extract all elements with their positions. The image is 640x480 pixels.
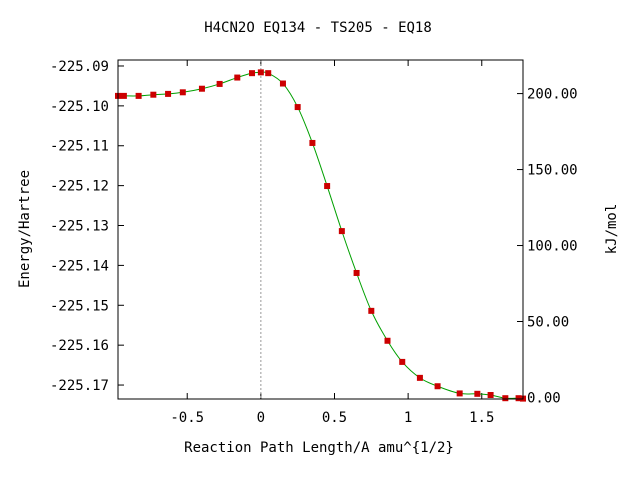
x-tick-label: -0.5 [170, 410, 204, 426]
plot-frame [117, 59, 524, 400]
data-point [265, 70, 272, 77]
data-point [150, 91, 157, 98]
data-point [165, 90, 172, 97]
y2-tick-label: 100.00 [527, 239, 578, 255]
y-tick-label: -225.17 [50, 378, 109, 394]
y-axis-label: Energy/Hartree [17, 170, 33, 288]
data-point [249, 70, 256, 77]
data-point [279, 80, 286, 87]
x-axis-label: Reaction Path Length/A amu^{1/2} [184, 440, 454, 456]
y2-axis-label: kJ/mol [604, 204, 620, 255]
data-point [198, 85, 205, 92]
y-tick-label: -225.11 [50, 139, 109, 155]
data-point [179, 89, 186, 96]
data-point [487, 392, 494, 399]
data-point [384, 337, 391, 344]
y2-tick-label: 150.00 [527, 163, 578, 179]
y-tick-label: -225.16 [50, 338, 109, 354]
data-point [309, 139, 316, 146]
data-point [502, 395, 509, 402]
data-point [416, 374, 423, 381]
data-point [120, 92, 127, 99]
data-point [515, 395, 522, 402]
energy-curve [118, 71, 524, 400]
data-point [338, 228, 345, 235]
axis-ticks: -0.5 0 0.5 1 1.5 -225.09 -225.10 -225.11 -225.12… [50, 59, 578, 426]
y-tick-label: -225.14 [50, 258, 109, 274]
x-tick-label: 1.5 [469, 410, 494, 426]
data-point [257, 69, 264, 76]
y-tick-label: -225.12 [50, 179, 109, 195]
y2-tick-label: 50.00 [527, 315, 569, 331]
y2-tick-label: 200.00 [527, 87, 578, 103]
data-point [324, 183, 331, 190]
energy-curve-layer [118, 71, 524, 400]
y-tick-label: -225.13 [50, 219, 109, 235]
data-point [216, 80, 223, 87]
y2-tick-label: 0.00 [527, 390, 561, 406]
data-point [399, 358, 406, 365]
x-tick-label: 0.5 [322, 410, 347, 426]
y-tick-label: -225.10 [50, 99, 109, 115]
data-point [353, 269, 360, 276]
data-points-layer [115, 69, 526, 402]
x-tick-label: 0 [257, 410, 265, 426]
data-point [474, 390, 481, 397]
x-tick-label: 1 [404, 410, 412, 426]
data-point [368, 307, 375, 314]
data-point [434, 383, 441, 390]
chart-title: H4CN2O EQ134 - TS205 - EQ18 [204, 20, 432, 36]
y-tick-label: -225.09 [50, 59, 109, 75]
data-point [234, 74, 241, 81]
data-point [456, 390, 463, 397]
data-point [135, 92, 142, 99]
y-tick-label: -225.15 [50, 298, 109, 314]
data-point [294, 104, 301, 111]
